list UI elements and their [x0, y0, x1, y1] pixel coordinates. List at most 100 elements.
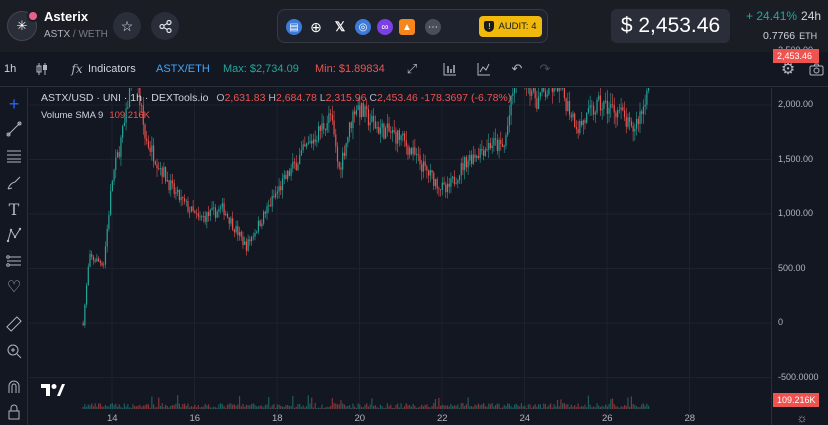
candle-body	[512, 93, 514, 96]
candle-body	[383, 123, 385, 139]
volume-bar	[575, 407, 578, 409]
crosshair-icon[interactable]: +	[8, 93, 20, 114]
ruler-icon[interactable]	[4, 314, 24, 334]
pair-toggle[interactable]: ASTX/ETH	[156, 63, 210, 75]
volume-bar	[285, 405, 287, 409]
price-scale[interactable]: 4,000.003,500.003,000.002,500.002,000.00…	[771, 45, 828, 425]
volume-bar	[642, 403, 645, 409]
compare-icon[interactable]	[475, 60, 493, 78]
candle-body	[565, 98, 567, 111]
chart-title: ASTX/USD · UNI · 1h · DEXTools.io	[41, 92, 209, 104]
candle-body	[556, 88, 559, 92]
text-icon[interactable]: T	[8, 199, 20, 219]
candle-body	[202, 215, 205, 217]
volume-bar	[82, 406, 84, 409]
volume-bar	[122, 407, 124, 409]
candle-body	[436, 179, 438, 189]
chart-logo-icon[interactable]: ▤	[286, 19, 302, 35]
candle-body	[275, 193, 277, 198]
volume-bar	[355, 407, 358, 409]
volume-bar	[252, 403, 254, 409]
price-chart[interactable]: ASTX/USD · UNI · 1h · DEXTools.io O2,631…	[29, 88, 771, 425]
volume-bar	[446, 405, 449, 409]
fib-icon[interactable]	[4, 146, 24, 166]
candlestick-plot[interactable]	[29, 88, 771, 425]
candle-body	[625, 117, 627, 127]
candle-body	[357, 105, 359, 110]
volume-bar	[89, 405, 91, 409]
volume-bar	[84, 404, 86, 409]
camera-icon[interactable]	[807, 60, 825, 78]
tradingview-logo-icon[interactable]	[41, 383, 67, 401]
candle-body	[252, 236, 254, 238]
volume-bar	[116, 406, 119, 409]
metamask-icon[interactable]: ▲	[399, 19, 415, 35]
volume-bar	[233, 404, 235, 409]
volume-bar	[262, 407, 265, 409]
candle-body	[250, 237, 253, 242]
candle-body	[319, 126, 321, 131]
indicators-button[interactable]: Indicators	[88, 63, 136, 75]
volume-bar	[178, 403, 180, 409]
candle-body	[82, 323, 84, 326]
min-price-label: Min: $1.89834	[315, 63, 385, 75]
candle-body	[611, 104, 614, 106]
pattern-icon[interactable]	[4, 225, 24, 245]
volume-bar	[409, 404, 411, 409]
candle-body	[326, 123, 328, 131]
volume-bar	[426, 404, 428, 409]
undo-icon[interactable]: ↶	[511, 61, 523, 76]
more-icon[interactable]: ⋯	[425, 19, 441, 35]
volume-bar	[232, 404, 234, 409]
volume-bar	[512, 407, 514, 409]
volume-bar	[195, 407, 198, 409]
heart-icon[interactable]: ♡	[6, 279, 22, 296]
trendline-icon[interactable]	[4, 119, 24, 139]
volume-bar	[551, 407, 553, 409]
volume-bar	[187, 403, 189, 409]
candle-style-icon[interactable]	[33, 60, 51, 78]
coin-icon[interactable]: ◎	[355, 19, 371, 35]
interval-button[interactable]: 1h	[4, 63, 17, 75]
candle-body	[486, 149, 488, 150]
link-icon[interactable]: ∞	[377, 19, 393, 35]
volume-bar	[414, 405, 416, 409]
candle-body	[89, 254, 91, 267]
magnet-icon[interactable]	[4, 377, 24, 397]
candle-body	[491, 145, 493, 148]
share-button[interactable]	[151, 12, 179, 40]
time-tick-label: 26	[602, 413, 613, 424]
candle-body	[513, 88, 516, 94]
brush-icon[interactable]	[4, 173, 24, 193]
candle-body	[266, 206, 268, 214]
volume-bar	[637, 407, 639, 409]
bar-chart-icon[interactable]	[441, 60, 459, 78]
volume-bar	[625, 405, 627, 409]
favorite-button[interactable]: ☆	[113, 12, 141, 40]
zoom-icon[interactable]	[4, 341, 24, 361]
globe-icon[interactable]: ⊕	[310, 18, 322, 35]
x-icon[interactable]: 𝕏	[334, 19, 346, 34]
fullscreen-icon[interactable]: ⤢	[406, 61, 418, 76]
candle-body	[531, 91, 533, 96]
settings-icon[interactable]: ⚙	[780, 61, 796, 78]
price-tick-label: 2,000.00	[778, 99, 814, 109]
candle-body	[570, 114, 572, 118]
volume-bar	[579, 406, 581, 409]
redo-icon[interactable]: ↷	[539, 61, 551, 76]
drawing-toolbar: + T ♡	[0, 88, 28, 425]
lock-icon[interactable]	[4, 402, 24, 422]
candle-body	[472, 154, 474, 164]
candle-body	[421, 163, 423, 172]
volume-bar	[230, 403, 232, 409]
volume-bar	[173, 405, 175, 409]
indicators-icon[interactable]: fx	[71, 62, 83, 76]
volume-bar	[165, 404, 167, 409]
candle-body	[429, 170, 431, 176]
candle-body	[572, 113, 574, 118]
candle-body	[567, 101, 569, 111]
candle-body	[140, 105, 143, 106]
prediction-icon[interactable]	[4, 251, 24, 271]
audit-button[interactable]: ! AUDIT: 4	[479, 16, 542, 37]
scale-settings-icon[interactable]: ☼	[796, 411, 808, 425]
